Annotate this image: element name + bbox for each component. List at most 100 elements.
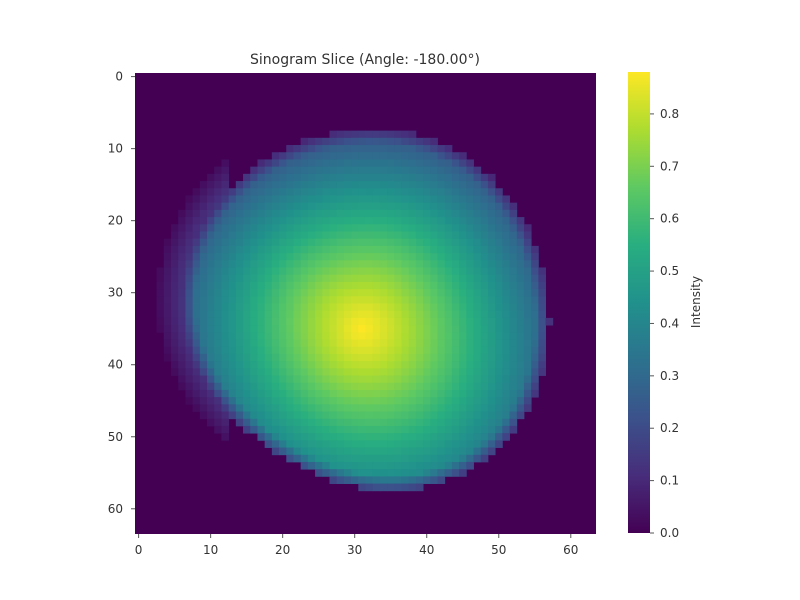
heatmap-cell <box>322 397 330 405</box>
heatmap-cell <box>286 152 294 160</box>
heatmap-cell <box>257 224 266 232</box>
heatmap-cell <box>379 397 388 405</box>
heatmap-cell <box>473 325 482 333</box>
heatmap-cell <box>502 433 510 441</box>
heatmap-cell <box>293 166 302 175</box>
heatmap-cell <box>415 152 424 160</box>
heatmap-cell <box>279 195 287 204</box>
heatmap-cell <box>387 368 395 376</box>
heatmap-cell <box>365 389 374 398</box>
heatmap-cell <box>322 361 330 369</box>
heatmap-cell <box>358 353 366 362</box>
heatmap-cell <box>343 382 352 391</box>
heatmap-cell <box>394 152 402 160</box>
heatmap-cell <box>372 397 381 405</box>
heatmap-cell <box>358 303 366 312</box>
heatmap-cell <box>192 253 201 261</box>
heatmap-cell <box>372 346 381 355</box>
heatmap-cell <box>271 245 280 254</box>
heatmap-cell <box>394 231 402 240</box>
heatmap-cell <box>480 173 489 182</box>
heatmap-cell <box>509 404 518 412</box>
heatmap-cell <box>423 267 431 276</box>
heatmap-cell <box>451 404 460 412</box>
heatmap-cell <box>343 231 352 240</box>
heatmap-cell <box>387 137 395 146</box>
heatmap-cell <box>430 145 438 153</box>
heatmap-cell <box>228 325 237 333</box>
heatmap-cell <box>329 137 338 146</box>
heatmap-cell <box>394 173 402 182</box>
heatmap-cell <box>243 325 251 333</box>
heatmap-cell <box>293 368 302 376</box>
heatmap-cell <box>322 173 330 182</box>
heatmap-cell <box>307 418 316 427</box>
heatmap-cell <box>336 209 345 218</box>
heatmap-cell <box>466 418 474 427</box>
heatmap-cell <box>401 382 410 391</box>
heatmap-cell <box>300 382 309 391</box>
heatmap-cell <box>480 368 489 376</box>
heatmap-cell <box>171 289 179 297</box>
heatmap-cell <box>315 159 323 168</box>
heatmap-cell <box>415 447 424 456</box>
heatmap-cell <box>473 418 482 427</box>
heatmap-cell <box>531 310 539 319</box>
heatmap-cell <box>243 353 251 362</box>
heatmap-cell <box>286 339 294 348</box>
heatmap-cell <box>322 411 330 420</box>
heatmap-cell <box>379 217 388 225</box>
heatmap-cell <box>315 461 323 470</box>
heatmap-cell <box>322 137 330 146</box>
x-axis: 0 10 20 30 40 50 60 <box>135 534 578 557</box>
y-tick-label: 40 <box>108 358 123 372</box>
heatmap-cell <box>459 397 467 405</box>
heatmap-cell <box>293 382 302 391</box>
heatmap-cell <box>185 361 194 369</box>
heatmap-cell <box>343 346 352 355</box>
heatmap-cell <box>286 418 294 427</box>
heatmap-cell <box>487 382 496 391</box>
heatmap-cell <box>185 353 194 362</box>
heatmap-cell <box>315 440 323 448</box>
heatmap-cell <box>351 433 359 441</box>
heatmap-cell <box>487 346 496 355</box>
heatmap-cell <box>401 332 410 340</box>
heatmap-cell <box>401 476 410 484</box>
heatmap-cell <box>221 389 230 398</box>
heatmap-cell <box>394 325 402 333</box>
heatmap-cell <box>372 476 381 484</box>
heatmap-cell <box>437 361 446 369</box>
heatmap-cell <box>394 245 402 254</box>
heatmap-cell <box>235 267 244 276</box>
heatmap-cell <box>207 260 215 268</box>
heatmap-cell <box>408 447 417 456</box>
heatmap-cell <box>379 231 388 240</box>
heatmap-cell <box>271 238 280 247</box>
heatmap-cell <box>185 281 194 290</box>
heatmap-cell <box>336 267 345 276</box>
heatmap-cell <box>430 166 438 175</box>
heatmap-cell <box>423 339 431 348</box>
heatmap-cell <box>243 289 251 297</box>
heatmap-cell <box>502 202 510 211</box>
heatmap-cell <box>329 238 338 247</box>
heatmap-cell <box>279 152 287 160</box>
heatmap-cell <box>415 224 424 232</box>
heatmap-cell <box>343 166 352 175</box>
heatmap-cell <box>365 433 374 441</box>
heatmap-cell <box>336 433 345 441</box>
heatmap-cell <box>387 152 395 160</box>
heatmap-cell <box>516 245 525 254</box>
heatmap-cell <box>408 425 417 434</box>
heatmap-cell <box>199 325 208 333</box>
heatmap-cell <box>437 188 446 196</box>
heatmap-cell <box>451 397 460 405</box>
heatmap-cell <box>387 483 395 492</box>
heatmap-cell <box>502 332 510 340</box>
heatmap-cell <box>199 404 208 412</box>
heatmap-cell <box>228 281 237 290</box>
heatmap-cell <box>430 296 438 304</box>
heatmap-cell <box>171 267 179 276</box>
heatmap-cell <box>286 389 294 398</box>
